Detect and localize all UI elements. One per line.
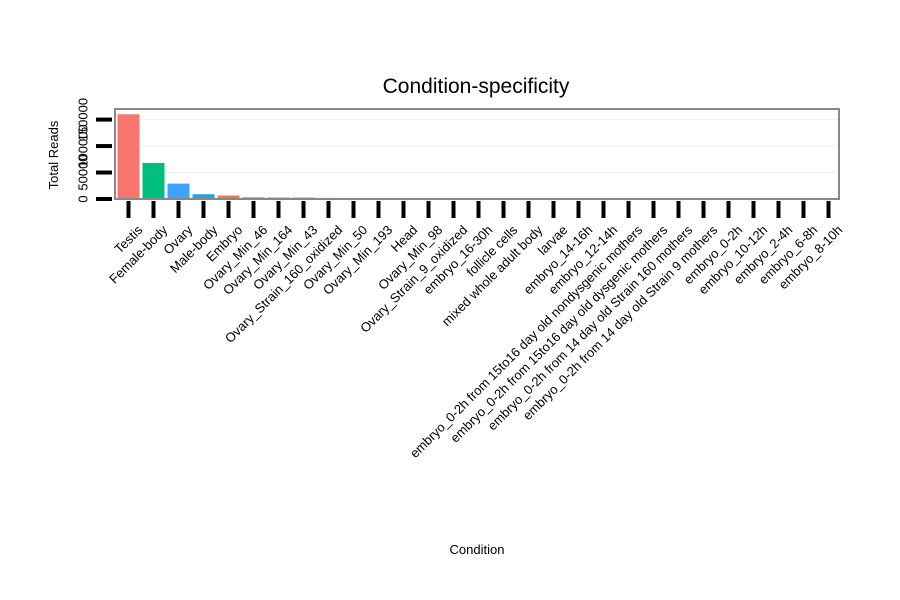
bar-4: [192, 194, 215, 199]
x-ticks: TestisFemale-bodyOvaryMale-bodyEmbryoOva…: [106, 201, 845, 461]
y-tick-label-0: 0: [75, 195, 90, 202]
bar-3: [167, 183, 190, 199]
grid-lines: [115, 119, 839, 200]
x-axis-title: Condition: [450, 542, 505, 557]
bars: [117, 114, 840, 199]
y-tick-label-3: 150000: [75, 98, 90, 141]
chart-title: Condition-specificity: [383, 75, 570, 98]
plot-frame: [114, 108, 840, 200]
bar-5: [217, 195, 240, 199]
bar-2: [142, 163, 165, 199]
bar-1: [117, 114, 140, 199]
y-tick-label-2: 100000: [75, 124, 90, 167]
y-tick-label-1: 50000: [75, 154, 90, 190]
y-axis-title: Total Reads: [46, 120, 61, 189]
